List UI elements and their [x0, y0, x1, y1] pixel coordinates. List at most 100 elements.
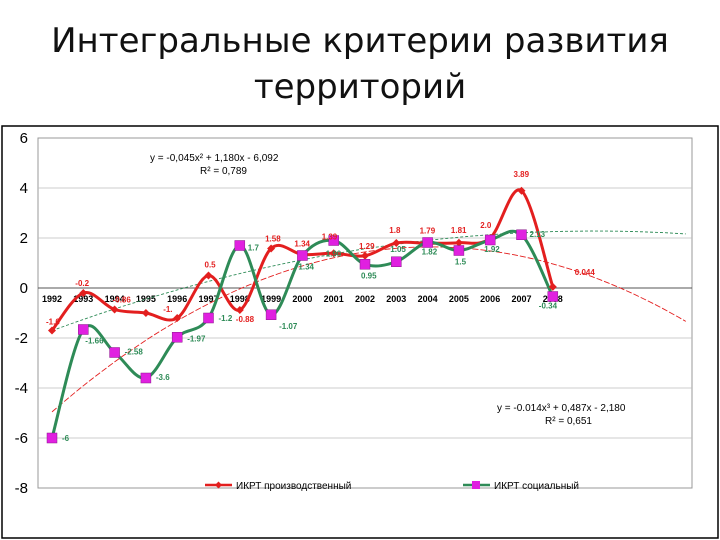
data-point [516, 229, 527, 240]
data-label: 1.92 [484, 245, 500, 254]
data-point [110, 305, 119, 314]
legend-marker-2 [472, 481, 480, 489]
data-label: 0.5 [205, 261, 217, 270]
page-title: Интегральные критерии развития территори… [0, 18, 720, 110]
data-label: -6 [62, 434, 70, 443]
x-tick-label: 1993 [73, 294, 93, 304]
x-tick-label: 2001 [324, 294, 344, 304]
data-point [267, 244, 276, 253]
data-label: 3.89 [514, 170, 530, 179]
x-tick-label: 1995 [136, 294, 156, 304]
data-label: 1.58 [265, 235, 281, 244]
r2-2: R² = 0,651 [545, 416, 592, 427]
data-point [548, 282, 557, 291]
data-label: -1.6 [46, 318, 60, 327]
data-point [547, 291, 559, 302]
data-label: 1.34 [298, 263, 314, 272]
legend-marker-1 [215, 481, 222, 489]
data-point [392, 239, 401, 247]
data-point [173, 314, 182, 322]
x-tick-label: 2005 [449, 294, 469, 304]
data-point [46, 432, 58, 444]
x-tick-label: 1996 [167, 294, 187, 304]
x-tick-label: 1992 [42, 294, 62, 304]
trend-equation-2: y = -0.014x³ + 0,487x - 2,180 R² = 0,651 [497, 403, 626, 427]
title-line-1: Интегральные критерии развития [51, 21, 669, 61]
data-label: -1.97 [187, 334, 206, 343]
data-point [140, 372, 152, 384]
data-label: 1.90 [326, 250, 342, 259]
trendlines [51, 230, 687, 413]
y-tick-label: 4 [20, 180, 28, 197]
data-point [359, 259, 371, 270]
data-point [361, 251, 369, 260]
data-label: 2.13 [530, 230, 546, 239]
title-line-2: территорий [253, 67, 467, 107]
data-point [391, 256, 402, 267]
y-tick-label: -6 [15, 430, 28, 447]
data-point [422, 237, 433, 248]
trend-equation-1: y = -0,045x² + 1,180x - 6,092 R² = 0,789 [150, 153, 279, 177]
y-tick-label: -4 [15, 380, 28, 397]
data-point [48, 326, 56, 335]
data-label: 1.34 [294, 240, 310, 249]
data-point [454, 238, 463, 247]
data-label: -1.66 [85, 337, 104, 346]
data-label: 1.7 [248, 244, 260, 253]
x-axis: 1992 1993 1994 1995 1996 1997 1998 1999 2000 2001… [42, 294, 563, 304]
data-point [329, 249, 338, 258]
x-tick-label: 2002 [355, 294, 375, 304]
x-tick-label: 1997 [198, 294, 218, 304]
data-label: -1.07 [279, 322, 298, 331]
x-tick-label: 1998 [230, 294, 250, 304]
data-label: 0.044 [575, 268, 596, 277]
data-point [141, 309, 150, 317]
data-label: -0.34 [539, 302, 558, 311]
trendline-1 [51, 246, 687, 413]
x-tick-label: 1994 [105, 294, 125, 304]
x-tick-label: 2006 [480, 294, 500, 304]
legend-label-1: ИКРТ производственный [236, 481, 351, 492]
data-point [171, 332, 183, 343]
data-label: 1.82 [422, 248, 438, 257]
y-tick-label: -8 [15, 480, 28, 497]
legend-label-2: ИКРТ социальный [494, 481, 579, 492]
data-point [484, 234, 496, 246]
data-label: -2.58 [125, 348, 144, 357]
data-point [517, 186, 526, 195]
chart-frame [1, 125, 719, 539]
r2-1: R² = 0,789 [200, 166, 247, 177]
data-label: -1.2 [219, 314, 233, 323]
data-label: 1.29 [359, 242, 375, 251]
equation-1: y = -0,045x² + 1,180x - 6,092 [150, 153, 279, 164]
data-point [328, 235, 339, 246]
data-point [265, 309, 277, 320]
legend: ИКРТ производственный ИКРТ социальный [205, 481, 579, 492]
x-tick-label: 2007 [511, 294, 531, 304]
data-label: -0.86 [113, 296, 132, 305]
data-point [297, 250, 308, 261]
data-label: 1.05 [390, 245, 406, 254]
data-label: 1.39 [322, 232, 338, 241]
x-tick-label: 2000 [292, 294, 312, 304]
data-label: -1. [163, 305, 172, 314]
data-label: 0.95 [361, 271, 377, 280]
data-label: 1.8 [389, 226, 401, 235]
data-label: 1.81 [451, 226, 467, 235]
y-tick-label: -2 [15, 330, 28, 347]
data-point [203, 312, 214, 324]
series-markers [46, 186, 559, 444]
y-axis: 6 4 2 0 -2 -4 -6 -8 [15, 130, 692, 497]
data-label: -0.88 [236, 315, 255, 324]
data-label: 2.0 [480, 221, 492, 230]
data-point [204, 271, 213, 280]
data-point [79, 289, 88, 297]
data-point [109, 347, 120, 358]
data-point [235, 306, 244, 314]
data-label: 1.5 [455, 258, 467, 267]
y-tick-label: 2 [20, 230, 28, 247]
x-tick-label: 2003 [386, 294, 406, 304]
trendline-2 [51, 230, 686, 332]
data-point [234, 240, 246, 251]
